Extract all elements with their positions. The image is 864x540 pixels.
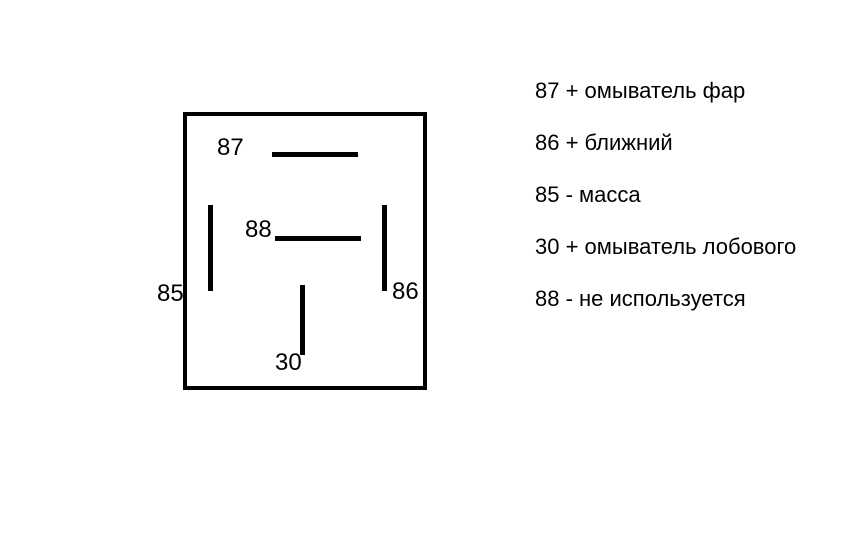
pin-85-label: 85: [157, 280, 184, 308]
pin-88-label: 88: [245, 216, 272, 244]
pin-85-contact: [208, 205, 213, 291]
legend-item: 86 + ближний: [535, 130, 796, 156]
pin-88-contact: [275, 236, 361, 241]
legend-item: 87 + омыватель фар: [535, 78, 796, 104]
legend: 87 + омыватель фар 86 + ближний 85 - мас…: [535, 78, 796, 338]
legend-item: 30 + омыватель лобового: [535, 234, 796, 260]
pin-87-label: 87: [217, 134, 244, 162]
legend-item: 88 - не используется: [535, 286, 796, 312]
pin-30-label: 30: [275, 349, 302, 377]
pin-30-contact: [300, 285, 305, 355]
pin-86-contact: [382, 205, 387, 291]
pin-87-contact: [272, 152, 358, 157]
legend-item: 85 - масса: [535, 182, 796, 208]
pin-86-label: 86: [392, 278, 419, 306]
